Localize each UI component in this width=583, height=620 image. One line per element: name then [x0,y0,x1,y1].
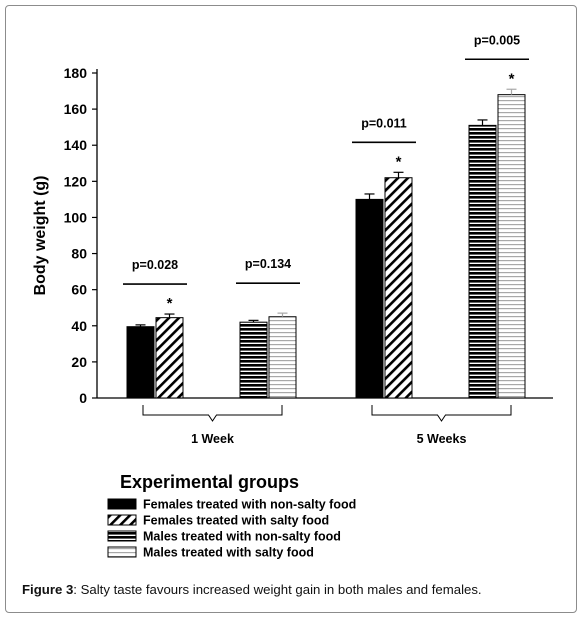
group-brace [371,405,512,422]
p-value-label: p=0.134 [245,257,291,271]
bar [497,94,526,399]
caption-label: Figure 3 [22,582,74,597]
significance-marker: * [167,295,173,312]
x-group-label: 5 Weeks [417,432,467,446]
bar [468,124,497,399]
legend: Experimental groups Females treated with … [107,472,356,560]
y-axis-label: Body weight (g) [32,176,49,296]
y-tick-label: 80 [71,246,87,262]
legend-swatch [107,514,137,526]
figure-caption: Figure 3: Salty taste favours increased … [22,582,572,597]
y-tick-label: 180 [64,65,88,81]
significance-marker: * [396,153,402,170]
p-value-label: p=0.011 [361,116,407,130]
p-value-label: p=0.028 [132,258,178,272]
y-tick-label: 60 [71,282,87,298]
y-tick-label: 120 [64,173,88,189]
legend-title: Experimental groups [120,472,299,492]
bar [126,326,155,399]
legend-swatch [107,530,137,542]
legend-swatch [107,498,137,510]
p-value-label: p=0.005 [474,33,520,47]
y-tick-label: 100 [64,209,88,225]
bar [355,198,384,399]
y-tick-label: 40 [71,318,87,334]
y-tick-label: 0 [79,390,87,406]
legend-label: Males treated with salty food [143,546,314,560]
legend-label: Females treated with non-salty food [143,498,356,512]
x-group-label: 1 Week [191,432,234,446]
bar [239,321,268,399]
significance-marker: * [509,70,515,87]
legend-swatch [107,546,137,558]
legend-label: Females treated with salty food [143,514,329,528]
group-brace [142,405,283,422]
y-tick-label: 140 [64,137,88,153]
bar [155,317,184,399]
annotations: * p=0.028 p=0.134 * * p=0.011 p=0.005 [123,33,529,312]
bars [126,88,526,399]
y-tick-label: 160 [64,101,88,117]
y-tick-label: 20 [71,354,87,370]
legend-label: Males treated with non-salty food [143,530,341,544]
bar [384,177,413,399]
caption-text: : Salty taste favours increased weight g… [73,582,482,597]
bar [268,316,297,399]
